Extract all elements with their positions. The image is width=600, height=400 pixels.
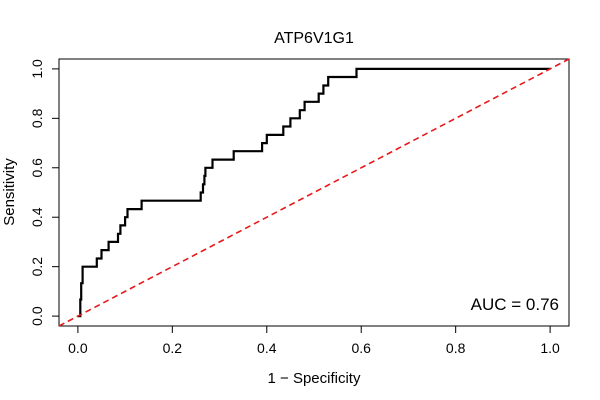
x-tick-label: 0.4 [257, 340, 277, 356]
x-axis: 0.0 0.2 0.4 0.6 0.8 1.0 [68, 325, 560, 356]
reference-diagonal-line [58, 58, 570, 327]
y-tick-label: 1.0 [29, 59, 45, 79]
roc-curve-line [77, 67, 551, 318]
x-tick-label: 0.0 [68, 340, 88, 356]
x-tick-label: 0.8 [446, 340, 466, 356]
x-tick-label: 0.2 [163, 340, 183, 356]
y-tick-label: 0.0 [29, 306, 45, 326]
x-axis-title: 1 − Specificity [268, 370, 361, 387]
chart-title: ATP6V1G1 [274, 30, 354, 47]
y-tick-label: 0.2 [29, 257, 45, 277]
x-tick-label: 0.6 [351, 340, 371, 356]
y-tick-label: 0.6 [29, 158, 45, 178]
y-axis: 0.0 0.2 0.4 0.6 0.8 1.0 [29, 59, 60, 326]
y-tick-label: 0.8 [29, 108, 45, 128]
y-axis-title: Sensitivity [1, 158, 18, 226]
auc-annotation: AUC = 0.76 [471, 295, 559, 314]
x-tick-label: 1.0 [540, 340, 560, 356]
y-tick-label: 0.4 [29, 207, 45, 227]
series-layer [58, 58, 570, 327]
